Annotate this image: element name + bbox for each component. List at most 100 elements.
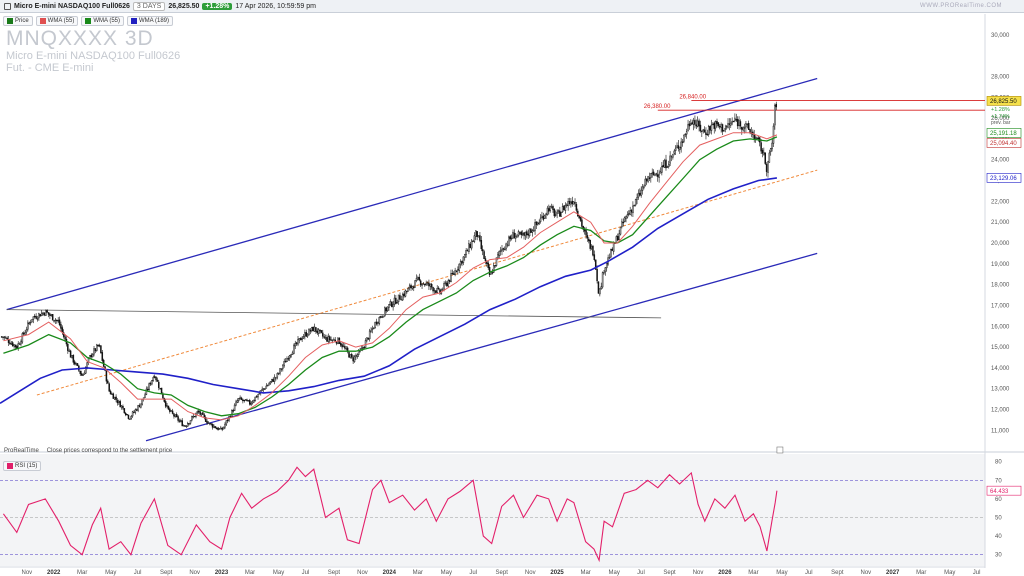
candle-body <box>232 410 234 412</box>
candle-body <box>741 126 743 130</box>
candle-body <box>410 284 412 289</box>
candle-body <box>68 350 70 352</box>
candle-body <box>550 206 553 208</box>
rsi-panel-bg <box>0 454 985 566</box>
window-menu-icon[interactable] <box>4 2 11 10</box>
candle-body <box>581 219 583 227</box>
candle-body <box>204 417 207 422</box>
candle-body <box>324 337 327 339</box>
x-tick-label: Jul <box>134 570 142 576</box>
candle-body <box>767 161 769 173</box>
candle-body <box>553 209 556 217</box>
candle-body <box>632 205 634 214</box>
candle-body <box>521 233 524 235</box>
candle-body <box>191 416 193 421</box>
candle-body <box>676 145 678 148</box>
candle-body <box>224 424 226 428</box>
candle-body <box>608 257 611 259</box>
candle-body <box>743 127 746 129</box>
candle-body <box>747 123 750 130</box>
legend-wma55-red[interactable]: WMA (55) <box>35 16 79 26</box>
candle-body <box>276 373 279 378</box>
y-tick-label: 16,000 <box>991 324 1010 330</box>
candle-body <box>302 336 305 339</box>
candle-body <box>397 294 400 302</box>
candle-body <box>181 420 183 427</box>
candle-body <box>571 200 574 205</box>
x-tick-label: Nov <box>357 570 368 576</box>
candle-body <box>189 420 192 424</box>
candle-body <box>170 410 172 412</box>
legend-swatch <box>7 18 13 24</box>
y-tick-label: 24,000 <box>991 158 1010 164</box>
candle-body <box>226 419 229 422</box>
candle-body <box>21 333 24 343</box>
candle-body <box>694 119 696 125</box>
candle-body <box>734 117 736 121</box>
legend-wma189[interactable]: WMA (189) <box>127 16 174 26</box>
period-badge[interactable]: 3 DAYS <box>132 1 166 11</box>
legend-wma55-green[interactable]: WMA (55) <box>81 16 125 26</box>
candles-group <box>0 101 778 432</box>
candle-body <box>534 222 536 231</box>
candle-body <box>520 231 523 236</box>
candle-body <box>732 120 735 123</box>
candle-body <box>611 248 613 251</box>
wma55-red-line <box>3 132 778 421</box>
candle-body <box>312 326 314 332</box>
candle-body <box>167 405 170 410</box>
candle-body <box>24 332 26 335</box>
wma55-red-tag: 25,094.40 <box>990 141 1017 147</box>
candle-body <box>243 399 246 402</box>
candle-body <box>97 344 99 346</box>
candle-body <box>655 173 658 175</box>
candle-body <box>765 164 768 172</box>
candle-body <box>283 360 285 366</box>
rsi-legend[interactable]: RSI (15) <box>3 461 42 471</box>
candle-body <box>32 316 35 320</box>
candle-body <box>42 312 44 315</box>
candle-body <box>40 312 43 316</box>
candle-body <box>763 151 765 155</box>
candle-body <box>709 126 711 131</box>
candle-body <box>326 337 328 342</box>
candle-body <box>58 319 61 325</box>
candle-body <box>556 211 558 214</box>
candle-body <box>148 383 150 390</box>
candle-body <box>371 328 374 331</box>
candle-body <box>378 316 381 324</box>
candle-body <box>156 379 159 382</box>
candle-body <box>428 282 430 287</box>
candle-body <box>406 290 408 293</box>
candle-body <box>315 327 317 332</box>
candle-body <box>101 352 104 361</box>
candle-body <box>373 327 375 330</box>
candle-body <box>617 236 619 241</box>
candle-body <box>603 272 605 274</box>
candle-body <box>589 239 591 249</box>
candle-body <box>356 354 359 357</box>
rsi-value-tag-bg <box>986 485 1022 496</box>
candle-body <box>640 189 642 196</box>
candle-body <box>236 400 239 403</box>
legend-price[interactable]: Price <box>3 16 33 26</box>
candle-body <box>629 210 631 215</box>
candle-body <box>6 337 8 340</box>
candle-body <box>561 206 564 213</box>
legend-rsi[interactable]: RSI (15) <box>3 461 42 471</box>
candle-body <box>466 250 469 252</box>
candle-body <box>696 120 699 127</box>
candle-body <box>509 236 512 240</box>
candle-body <box>668 163 670 167</box>
candle-body <box>543 215 546 219</box>
candle-body <box>175 414 178 418</box>
brand-link[interactable]: WWW.PRORealTime.COM <box>920 3 1002 9</box>
candle-body <box>497 254 499 259</box>
candle-body <box>277 372 280 375</box>
wma189-tag: 23,129.06 <box>990 176 1017 182</box>
candle-body <box>133 411 135 414</box>
candle-body <box>670 155 673 158</box>
candle-body <box>451 272 454 275</box>
wma189-tag-bg <box>986 173 1022 183</box>
